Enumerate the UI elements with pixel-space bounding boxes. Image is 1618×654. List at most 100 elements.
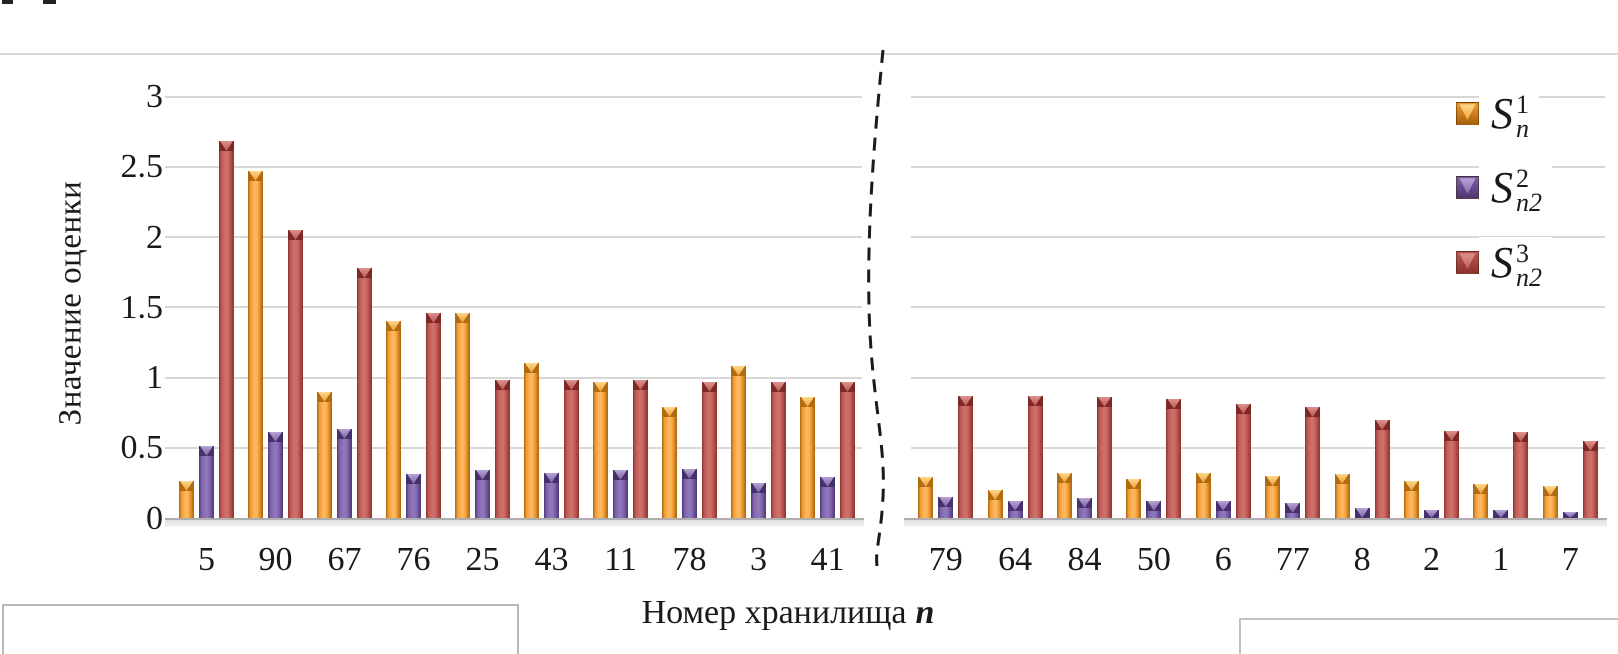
bar-cap xyxy=(800,397,815,407)
bar-series2-cat41 xyxy=(820,477,835,518)
category-label: 50 xyxy=(1136,541,1171,578)
legend-marker-red-icon xyxy=(1456,251,1479,275)
bar-series2-cat43 xyxy=(544,473,559,518)
category-label: 5 xyxy=(198,541,215,578)
bar-series2-cat25 xyxy=(475,470,490,518)
bar-series3-cat78 xyxy=(702,382,717,518)
bar-series1-cat11 xyxy=(593,382,608,518)
bar-cap xyxy=(495,380,510,390)
bar-cap xyxy=(248,171,263,181)
x-axis-baseline xyxy=(904,518,1607,520)
y-axis-tick-label: 1.5 xyxy=(120,288,164,326)
bar-series3-cat8 xyxy=(1374,420,1390,518)
placeholder-box-bottom-right xyxy=(1239,618,1618,654)
bar-cap xyxy=(771,382,786,392)
bar-cap xyxy=(1215,501,1231,511)
category-label: 25 xyxy=(465,541,500,578)
y-axis-ticks: 0 0.5 1 1.5 2 2.5 3 xyxy=(0,0,164,654)
bar-series2-cat8 xyxy=(1354,508,1370,518)
bar-cap xyxy=(544,473,559,483)
category-label: 3 xyxy=(750,541,767,578)
category-label: 77 xyxy=(1275,541,1310,578)
cropped-text-remnant xyxy=(43,0,56,4)
bar-series2-cat3 xyxy=(751,483,766,518)
bar-series2-cat11 xyxy=(613,470,628,518)
bar-cap xyxy=(1146,501,1162,511)
bar-cap xyxy=(987,490,1003,500)
category-label: 41 xyxy=(810,541,845,578)
bar-cap xyxy=(1166,399,1182,409)
bar-series1-cat76 xyxy=(386,321,401,518)
bar-cap xyxy=(199,446,214,456)
bar-cap xyxy=(938,497,954,507)
bar-series2-cat90 xyxy=(268,432,283,518)
bar-series1-cat1 xyxy=(1473,484,1489,518)
bar-series2-cat5 xyxy=(199,446,214,518)
bar-cap xyxy=(682,469,697,479)
plot-area-left: 5 90 67 76 25 43 11 78 3 41 xyxy=(165,95,864,578)
gridline xyxy=(165,236,862,238)
category-label: 2 xyxy=(1423,541,1440,578)
bar-cap xyxy=(751,483,766,493)
bar-series3-cat3 xyxy=(771,382,786,518)
bar-cap xyxy=(268,432,283,442)
bar-series1-cat64 xyxy=(987,490,1003,518)
category-label: 90 xyxy=(258,541,293,578)
category-label: 11 xyxy=(604,541,637,578)
gridline xyxy=(165,165,862,168)
bar-cap xyxy=(1285,503,1301,513)
bar-cap xyxy=(406,474,421,484)
bar-cap xyxy=(1582,441,1598,451)
category-label: 79 xyxy=(928,541,963,578)
bar-series1-cat8 xyxy=(1334,474,1350,518)
bar-series3-cat79 xyxy=(958,396,974,518)
legend-marker-purple-icon xyxy=(1456,176,1479,200)
y-axis-tick-label: 1 xyxy=(146,359,163,396)
bar-series2-cat7 xyxy=(1562,512,1578,518)
x-axis-title-var: n xyxy=(915,594,935,631)
bar-cap xyxy=(1424,510,1439,518)
category-label: 84 xyxy=(1067,541,1102,578)
legend-item-s3: S 3 n2 xyxy=(1456,237,1552,290)
gridline xyxy=(911,95,1605,98)
legend-item-s2: S 2 n2 xyxy=(1456,162,1552,215)
bar-cap xyxy=(1542,486,1558,496)
bar-series2-cat2 xyxy=(1424,510,1439,518)
bar-cap xyxy=(662,407,677,417)
bar-cap xyxy=(1057,473,1072,483)
bar-cap xyxy=(1444,431,1459,441)
gridline xyxy=(911,165,1605,168)
bar-cap xyxy=(1235,404,1251,414)
bar-series2-cat50 xyxy=(1146,501,1162,518)
bar-cap xyxy=(1097,397,1112,407)
bar-series1-cat41 xyxy=(800,397,815,518)
category-label: 8 xyxy=(1353,541,1371,578)
gridline xyxy=(911,236,1605,238)
bar-series3-cat1 xyxy=(1513,432,1529,518)
bar-cap xyxy=(1354,508,1370,518)
y-axis-tick-label: 2.5 xyxy=(120,148,164,186)
bar-series1-cat7 xyxy=(1542,486,1558,518)
bar-series2-cat77 xyxy=(1285,503,1301,518)
cropped-text-remnant xyxy=(2,0,13,4)
bar-cap xyxy=(179,481,194,491)
bar-cap xyxy=(918,477,934,487)
bar-cap xyxy=(1374,420,1390,430)
bar-series3-cat11 xyxy=(633,380,648,518)
bar-series3-cat50 xyxy=(1166,399,1182,518)
y-axis-tick-label: 2 xyxy=(146,218,163,256)
bar-cap xyxy=(1305,407,1321,417)
gridline xyxy=(911,446,1605,449)
bar-cap xyxy=(386,321,401,331)
bar-series3-cat90 xyxy=(288,230,303,518)
bar-series3-cat84 xyxy=(1097,397,1112,518)
bar-cap xyxy=(593,382,608,392)
bar-cap xyxy=(1404,481,1419,491)
bar-series2-cat1 xyxy=(1493,510,1509,518)
bar-series3-cat25 xyxy=(495,380,510,518)
gridline xyxy=(165,95,862,98)
gridline xyxy=(165,376,862,379)
